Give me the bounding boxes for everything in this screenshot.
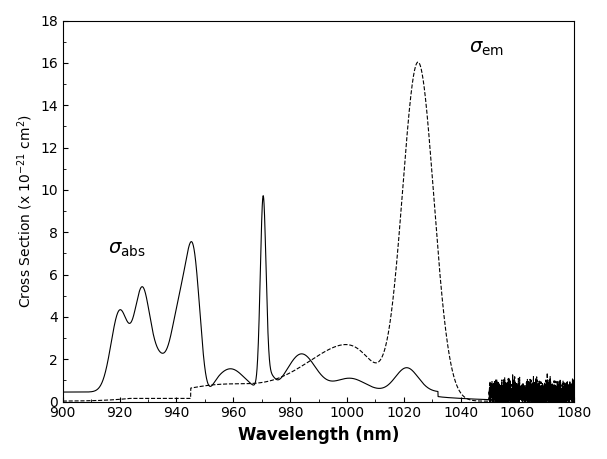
- Text: $\sigma_{\rm abs}$: $\sigma_{\rm abs}$: [108, 240, 146, 259]
- X-axis label: Wavelength (nm): Wavelength (nm): [238, 426, 399, 444]
- Y-axis label: Cross Section (x 10$^{-21}$ cm$^{2}$): Cross Section (x 10$^{-21}$ cm$^{2}$): [15, 114, 35, 308]
- Text: $\sigma_{\rm em}$: $\sigma_{\rm em}$: [469, 39, 504, 57]
